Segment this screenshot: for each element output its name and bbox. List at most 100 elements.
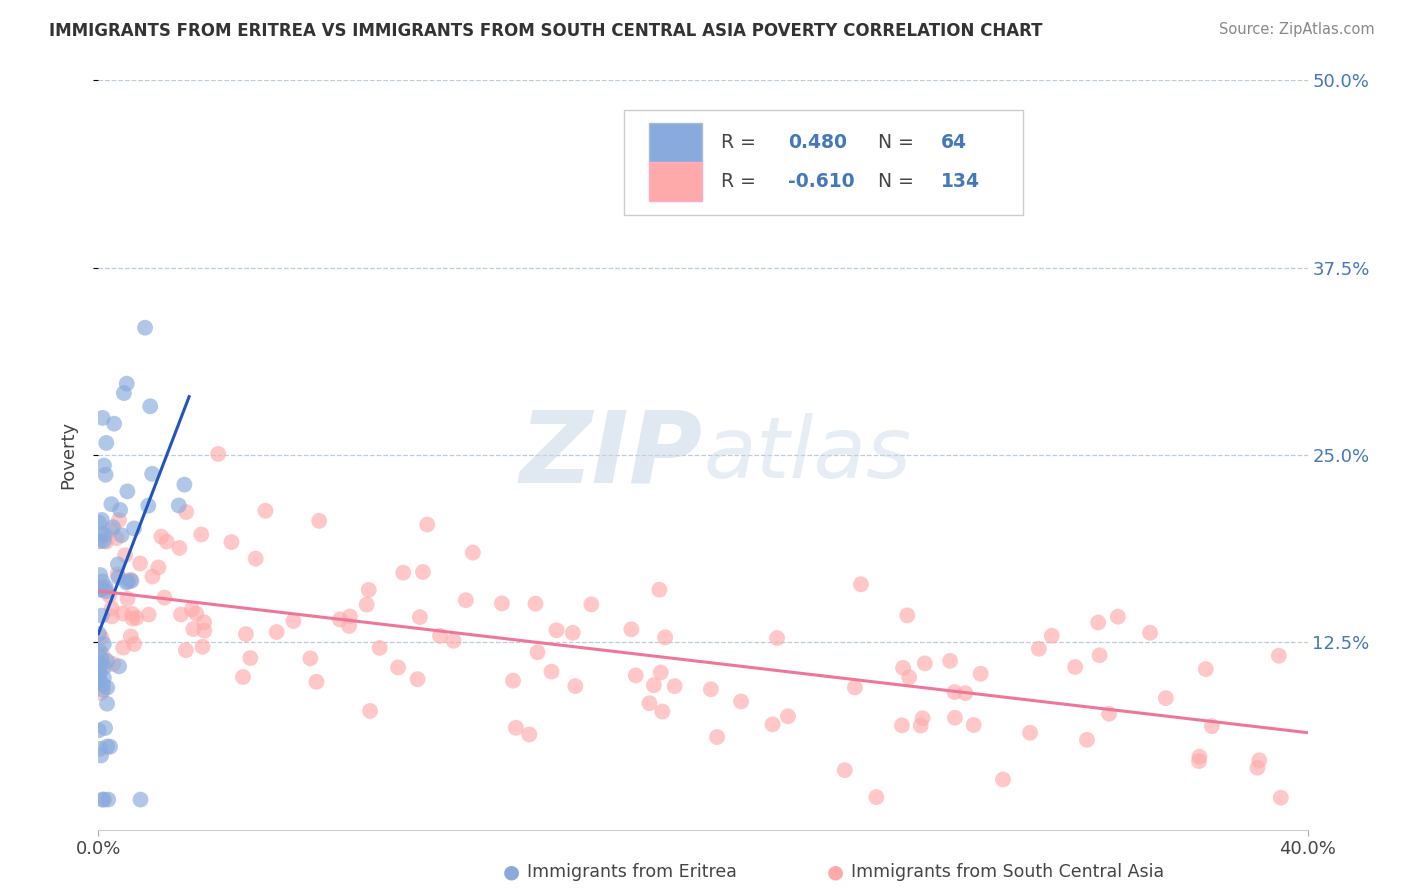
Point [651, 705, 673, 719]
FancyBboxPatch shape [624, 111, 1024, 215]
Point [139, 399, 162, 413]
Point [412, 565, 434, 579]
Point [638, 696, 661, 710]
Point [359, 704, 381, 718]
Point [454, 593, 477, 607]
Point [914, 657, 936, 671]
Point [136, 499, 159, 513]
Point [387, 660, 409, 674]
Point [89, 674, 111, 689]
Point [138, 607, 160, 622]
Point [650, 665, 672, 680]
Point [648, 582, 671, 597]
Text: ZIP: ZIP [520, 407, 703, 503]
Point [890, 718, 912, 732]
Point [89, 662, 111, 676]
Point [91, 410, 114, 425]
Point [100, 523, 122, 537]
Point [461, 546, 484, 560]
Point [524, 597, 547, 611]
Point [1028, 641, 1050, 656]
Point [90, 748, 112, 763]
Point [117, 591, 139, 606]
Point [91, 574, 114, 589]
Point [1087, 615, 1109, 630]
Point [245, 551, 267, 566]
Point [129, 792, 152, 806]
Point [654, 630, 676, 644]
Point [98, 589, 121, 603]
Point [101, 520, 124, 534]
Point [94, 528, 117, 542]
Point [90, 686, 112, 700]
Text: ●: ● [503, 863, 520, 882]
Point [93, 660, 115, 674]
Text: 0.480: 0.480 [787, 133, 846, 152]
Text: 134: 134 [941, 172, 980, 191]
Point [93, 671, 115, 685]
Point [90, 581, 112, 595]
Point [266, 625, 288, 640]
Point [1268, 648, 1291, 663]
Point [193, 624, 215, 638]
Point [1064, 660, 1087, 674]
Point [96, 739, 118, 754]
Point [776, 709, 799, 723]
Point [90, 650, 112, 665]
Point [1107, 609, 1129, 624]
Point [93, 792, 115, 806]
Point [392, 566, 415, 580]
Point [94, 580, 117, 594]
Point [103, 657, 125, 671]
Point [283, 614, 305, 628]
Point [110, 528, 132, 542]
Point [939, 654, 962, 668]
Text: atlas: atlas [703, 413, 911, 497]
Point [181, 622, 204, 636]
Point [90, 526, 112, 541]
Point [761, 717, 783, 731]
Point [169, 541, 191, 555]
Point [153, 591, 176, 605]
Y-axis label: Poverty: Poverty [59, 421, 77, 489]
Point [94, 721, 117, 735]
Point [505, 721, 527, 735]
Point [706, 730, 728, 744]
Point [90, 513, 112, 527]
Point [1270, 790, 1292, 805]
Point [1201, 719, 1223, 733]
Point [624, 668, 647, 682]
Point [337, 619, 360, 633]
Point [122, 637, 145, 651]
Point [232, 670, 254, 684]
Point [517, 727, 540, 741]
Point [87, 516, 110, 530]
Point [339, 609, 361, 624]
Point [620, 622, 643, 636]
Point [1019, 725, 1042, 739]
Point [167, 499, 190, 513]
Text: R =: R = [721, 172, 762, 191]
Point [896, 608, 918, 623]
Point [96, 681, 118, 695]
Point [94, 467, 117, 482]
Point [235, 627, 257, 641]
Point [409, 610, 432, 624]
Point [89, 568, 111, 582]
Point [299, 651, 322, 665]
Point [1076, 732, 1098, 747]
Point [93, 582, 115, 596]
Point [120, 629, 142, 643]
Point [1088, 648, 1111, 663]
Point [98, 739, 121, 754]
Point [1098, 706, 1121, 721]
Point [129, 557, 152, 571]
Text: -0.610: -0.610 [787, 172, 855, 191]
Point [561, 625, 583, 640]
Point [120, 574, 142, 588]
Point [368, 640, 391, 655]
Point [107, 567, 129, 582]
Point [96, 654, 118, 668]
Point [429, 629, 451, 643]
Point [89, 644, 111, 658]
